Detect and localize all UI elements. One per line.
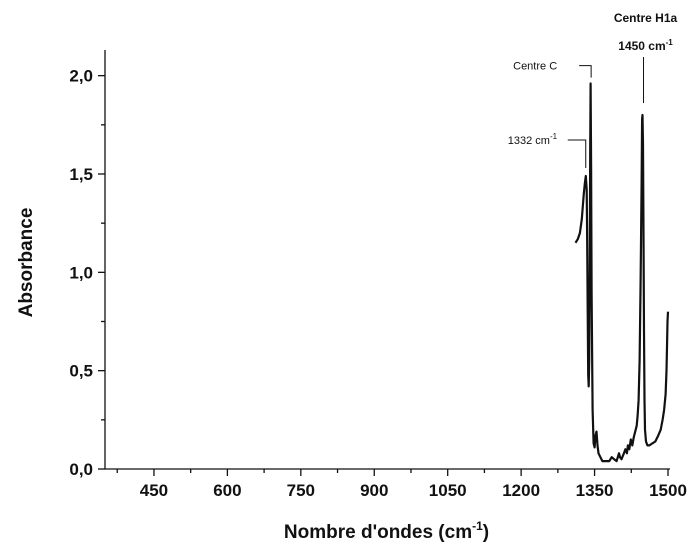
axes-frame [104, 50, 670, 470]
x-tick-label: 1050 [429, 481, 467, 500]
x-tick-label: 1500 [649, 481, 687, 500]
y-tick-label: 1,0 [69, 263, 93, 282]
annotation-centre-c-leader [579, 65, 592, 78]
x-tick-label: 450 [140, 481, 168, 500]
annotation-1332: 1332 cm-1 [508, 132, 587, 168]
x-tick-label: 750 [287, 481, 315, 500]
annotation-1332-label: 1332 cm-1 [508, 132, 558, 147]
x-tick-label: 900 [360, 481, 388, 500]
y-tick-label: 0,0 [69, 460, 93, 479]
x-tick-label: 1350 [576, 481, 614, 500]
y-tick-label: 2,0 [69, 67, 93, 86]
x-tick-label: 600 [213, 481, 241, 500]
annotation-1332-leader [567, 139, 587, 168]
annotation-centre-h1a-title: Centre H1a [614, 11, 678, 25]
annotation-centre-h1a-value: 1450 cm-1 [618, 38, 673, 53]
absorbance-series-line [574, 82, 670, 463]
y-tick-label: 1,5 [69, 165, 93, 184]
x-tick-label: 1200 [502, 481, 540, 500]
annotation-centre-c: Centre C [513, 61, 592, 78]
annotation-centre-c-label: Centre C [513, 61, 557, 73]
y-axis-title: Absorbance [16, 208, 37, 318]
x-axis-ticks: 450 600 750 900 1050 1200 1350 1500 [116, 469, 687, 500]
y-tick-label: 0,5 [69, 362, 93, 381]
x-axis-title: Nombre d'ondes (cm-1) [284, 519, 489, 543]
y-axis-ticks: 0,0 0,5 1,0 1,5 2,0 [69, 67, 105, 479]
axis-lines [104, 50, 670, 470]
annotation-centre-h1a: Centre H1a 1450 cm-1 [614, 11, 678, 104]
